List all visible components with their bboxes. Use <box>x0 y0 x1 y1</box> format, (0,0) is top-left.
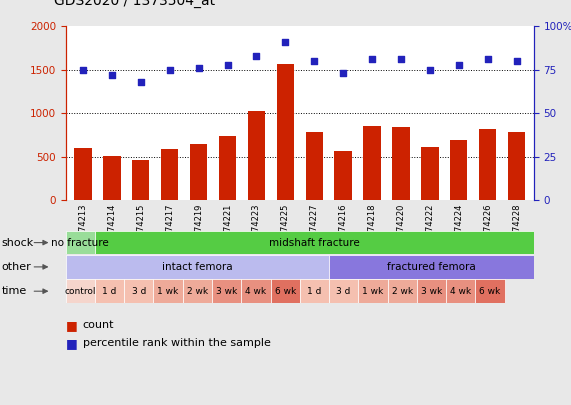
Bar <box>388 279 417 303</box>
Point <box>252 53 261 59</box>
Text: time: time <box>2 286 27 296</box>
Bar <box>212 279 241 303</box>
Bar <box>66 231 95 254</box>
Text: 3 d: 3 d <box>336 287 351 296</box>
Bar <box>132 160 150 200</box>
Point <box>165 66 174 73</box>
Point <box>107 72 116 78</box>
Point <box>425 66 435 73</box>
Bar <box>450 139 468 200</box>
Bar <box>154 279 183 303</box>
Text: other: other <box>2 262 31 272</box>
Bar <box>66 255 329 279</box>
Text: 2 wk: 2 wk <box>187 287 208 296</box>
Point <box>339 70 348 77</box>
Bar <box>392 127 409 200</box>
Text: 1 d: 1 d <box>307 287 321 296</box>
Bar <box>305 132 323 200</box>
Text: 1 wk: 1 wk <box>158 287 179 296</box>
Bar <box>161 149 178 200</box>
Bar <box>329 255 534 279</box>
Bar <box>183 279 212 303</box>
Bar <box>446 279 475 303</box>
Text: count: count <box>83 320 114 330</box>
Point <box>223 62 232 68</box>
Bar <box>219 136 236 200</box>
Text: 4 wk: 4 wk <box>246 287 267 296</box>
Text: no fracture: no fracture <box>51 238 109 247</box>
Text: 3 wk: 3 wk <box>216 287 237 296</box>
Bar <box>74 148 92 200</box>
Text: midshaft fracture: midshaft fracture <box>269 238 360 247</box>
Bar <box>417 279 446 303</box>
Point <box>454 62 463 68</box>
Bar <box>124 279 154 303</box>
Bar <box>271 279 300 303</box>
Text: ■: ■ <box>66 319 78 332</box>
Bar <box>241 279 271 303</box>
Point <box>281 39 290 45</box>
Point <box>136 79 146 85</box>
Text: ■: ■ <box>66 337 78 350</box>
Text: 1 d: 1 d <box>102 287 116 296</box>
Bar <box>363 126 381 200</box>
Bar <box>103 156 120 200</box>
Text: 3 wk: 3 wk <box>421 287 442 296</box>
Bar <box>95 279 124 303</box>
Text: 3 d: 3 d <box>132 287 146 296</box>
Text: 6 wk: 6 wk <box>275 287 296 296</box>
Point <box>483 56 492 63</box>
Bar <box>300 279 329 303</box>
Text: fractured femora: fractured femora <box>387 262 476 272</box>
Text: shock: shock <box>2 238 34 247</box>
Point <box>194 65 203 71</box>
Text: intact femora: intact femora <box>162 262 232 272</box>
Point <box>512 58 521 64</box>
Text: GDS2020 / 1373504_at: GDS2020 / 1373504_at <box>54 0 215 8</box>
Text: 2 wk: 2 wk <box>392 287 413 296</box>
Text: 1 wk: 1 wk <box>363 287 384 296</box>
Bar <box>190 144 207 200</box>
Bar <box>479 129 496 200</box>
Point <box>368 56 377 63</box>
Point <box>309 58 319 64</box>
Bar <box>508 132 525 200</box>
Bar <box>66 279 95 303</box>
Text: percentile rank within the sample: percentile rank within the sample <box>83 339 271 348</box>
Bar <box>248 111 265 200</box>
Bar <box>475 279 505 303</box>
Bar <box>359 279 388 303</box>
Text: 4 wk: 4 wk <box>450 287 471 296</box>
Bar <box>329 279 359 303</box>
Point <box>78 66 87 73</box>
Bar <box>335 151 352 200</box>
Text: 6 wk: 6 wk <box>480 287 501 296</box>
Bar <box>277 64 294 200</box>
Point <box>396 56 405 63</box>
Text: control: control <box>65 287 96 296</box>
Bar <box>421 147 439 200</box>
